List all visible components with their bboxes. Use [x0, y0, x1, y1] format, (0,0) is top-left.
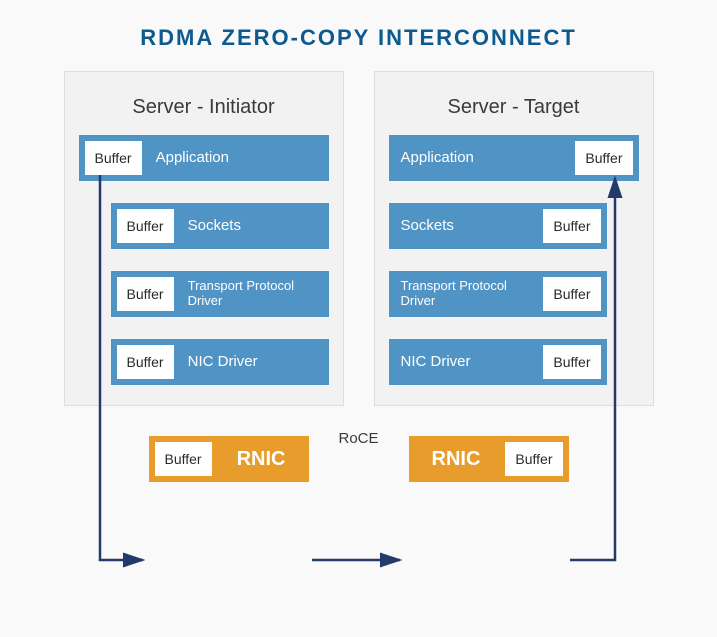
layer-label: NIC Driver [178, 353, 327, 370]
layer-label: Sockets [178, 217, 327, 234]
buffer-chip: Buffer [543, 345, 600, 379]
servers-container: Server - Initiator Buffer Application Bu… [0, 71, 717, 406]
rnic-initiator: Buffer RNIC [149, 436, 309, 482]
diagram-title: RDMA ZERO-COPY INTERCONNECT [0, 0, 717, 71]
server-initiator: Server - Initiator Buffer Application Bu… [64, 71, 344, 406]
buffer-chip: Buffer [155, 442, 212, 476]
rnic-row: RoCE Buffer RNIC RNIC Buffer [0, 436, 717, 482]
layer-label: Application [146, 149, 327, 166]
rnic-label: RNIC [216, 448, 307, 471]
rnic-label: RNIC [411, 448, 502, 471]
buffer-chip: Buffer [117, 209, 174, 243]
protocol-label: RoCE [338, 430, 378, 447]
initiator-layer-sockets: Buffer Sockets [111, 203, 329, 249]
initiator-layer-nic: Buffer NIC Driver [111, 339, 329, 385]
buffer-chip: Buffer [575, 141, 632, 175]
initiator-layer-application: Buffer Application [79, 135, 329, 181]
rnic-target: RNIC Buffer [409, 436, 569, 482]
server-target-title: Server - Target [389, 86, 639, 135]
server-initiator-title: Server - Initiator [79, 86, 329, 135]
target-layer-sockets: Sockets Buffer [389, 203, 607, 249]
buffer-chip: Buffer [543, 277, 600, 311]
layer-label: Transport Protocol Driver [391, 279, 540, 309]
server-target: Server - Target Application Buffer Socke… [374, 71, 654, 406]
buffer-chip: Buffer [117, 277, 174, 311]
layer-label: Transport Protocol Driver [178, 279, 327, 309]
buffer-chip: Buffer [85, 141, 142, 175]
target-layer-nic: NIC Driver Buffer [389, 339, 607, 385]
buffer-chip: Buffer [117, 345, 174, 379]
layer-label: Sockets [391, 217, 540, 234]
buffer-chip: Buffer [505, 442, 562, 476]
layer-label: Application [391, 149, 572, 166]
target-layer-application: Application Buffer [389, 135, 639, 181]
initiator-layer-transport: Buffer Transport Protocol Driver [111, 271, 329, 317]
buffer-chip: Buffer [543, 209, 600, 243]
layer-label: NIC Driver [391, 353, 540, 370]
target-layer-transport: Transport Protocol Driver Buffer [389, 271, 607, 317]
